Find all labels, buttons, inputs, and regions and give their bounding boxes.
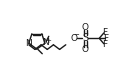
Text: F: F [104,34,109,43]
Text: F: F [102,40,107,49]
Text: F: F [102,28,107,37]
Text: N: N [25,39,32,48]
Text: S: S [82,33,88,43]
Text: N: N [42,38,49,47]
Text: O: O [82,45,89,54]
Text: O: O [82,23,89,32]
Text: O: O [70,34,77,43]
Text: +: + [45,38,51,44]
Text: −: − [74,32,80,38]
